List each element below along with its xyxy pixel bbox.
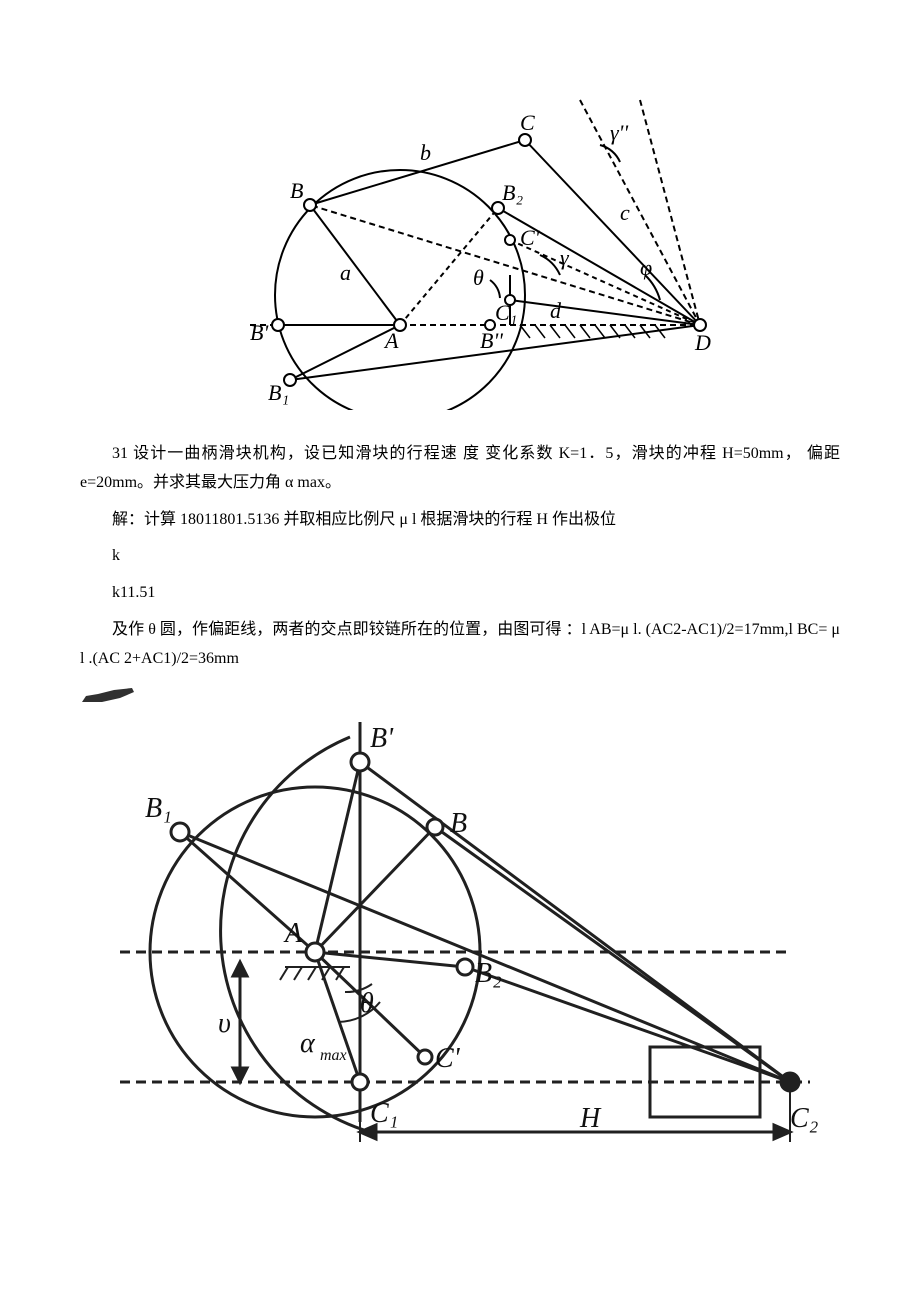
lbl2-Bp: B'	[370, 723, 394, 754]
lbl-Bp: B'	[250, 320, 268, 345]
lbl-b: b	[420, 140, 431, 165]
pt2-b	[427, 819, 443, 835]
lbl2-B: B	[450, 808, 467, 839]
pt-cp	[505, 235, 515, 245]
mechanism-diagram-2: B₁ B' B B₂ A θ α max C' C₁ H C₂ υ	[90, 682, 830, 1172]
lbl-C: C	[520, 110, 535, 135]
lbl2-e: υ	[218, 1008, 231, 1039]
lbl2-C1: C₁	[370, 1098, 398, 1129]
lbl-D: D	[694, 330, 711, 355]
solution-line-2: 及作 θ 圆，作偏距线，两者的交点即铰链所在的位置，由图可得 ：l AB=μ l…	[80, 616, 840, 674]
pt2-b1	[171, 823, 189, 841]
lbl-a: a	[340, 260, 351, 285]
lbl-B2: B₂	[502, 180, 523, 205]
figure-1-container: B B' B₁ B₂ B'' C C' C₁ A D a b c d θ γ γ…	[80, 80, 840, 410]
pt2-b2	[457, 959, 473, 975]
lbl-phi: φ	[640, 255, 652, 280]
lbl-Cp: C'	[520, 225, 540, 250]
lbl-gammapp: γ''	[610, 120, 628, 145]
lbl2-alpha: α	[300, 1028, 316, 1059]
lbl-c: c	[620, 200, 630, 225]
corner-scrap-icon	[80, 682, 136, 706]
problem-statement: 31 设计一曲柄滑块机构，设已知滑块的行程速 度 变化系数 K=1．5，滑块的冲…	[80, 440, 840, 498]
fig1-bg	[190, 80, 730, 410]
pt2-a	[306, 943, 324, 961]
pt-bp	[272, 319, 284, 331]
lbl2-Cp: C'	[435, 1043, 461, 1074]
lbl-B1: B₁	[268, 380, 289, 405]
lbl-C1: C₁	[495, 300, 517, 325]
lbl2-A: A	[283, 918, 303, 949]
lbl-B: B	[290, 178, 303, 203]
solution-line-k: k	[80, 542, 840, 571]
lbl-A: A	[383, 328, 399, 353]
lbl-theta: θ	[473, 265, 484, 290]
lbl2-B1: B₁	[145, 793, 172, 824]
pt2-cp	[418, 1050, 432, 1064]
lbl2-H: H	[579, 1103, 602, 1134]
solution-line-k11: k11.51	[80, 579, 840, 608]
pt2-c1	[352, 1074, 368, 1090]
solution-line-1: 解：计算 18011801.5136 并取相应比例尺 μ l 根据滑块的行程 H…	[80, 506, 840, 535]
lbl2-theta: θ	[360, 988, 374, 1019]
lbl-gamma: γ	[560, 245, 570, 270]
fig2-bg	[90, 682, 830, 1172]
pt-b	[304, 199, 316, 211]
pt-c	[519, 134, 531, 146]
lbl2-alpha-sub: max	[320, 1047, 347, 1064]
pt2-c2	[781, 1073, 799, 1091]
lbl-Bpp: B''	[480, 328, 503, 353]
lbl-d: d	[550, 298, 562, 323]
mechanism-diagram-1: B B' B₁ B₂ B'' C C' C₁ A D a b c d θ γ γ…	[190, 80, 730, 410]
lbl2-B2: B₂	[475, 958, 502, 989]
pt2-bp	[351, 753, 369, 771]
lbl2-C2: C₂	[790, 1103, 819, 1134]
figure-2-container: B₁ B' B B₂ A θ α max C' C₁ H C₂ υ	[80, 682, 840, 1177]
